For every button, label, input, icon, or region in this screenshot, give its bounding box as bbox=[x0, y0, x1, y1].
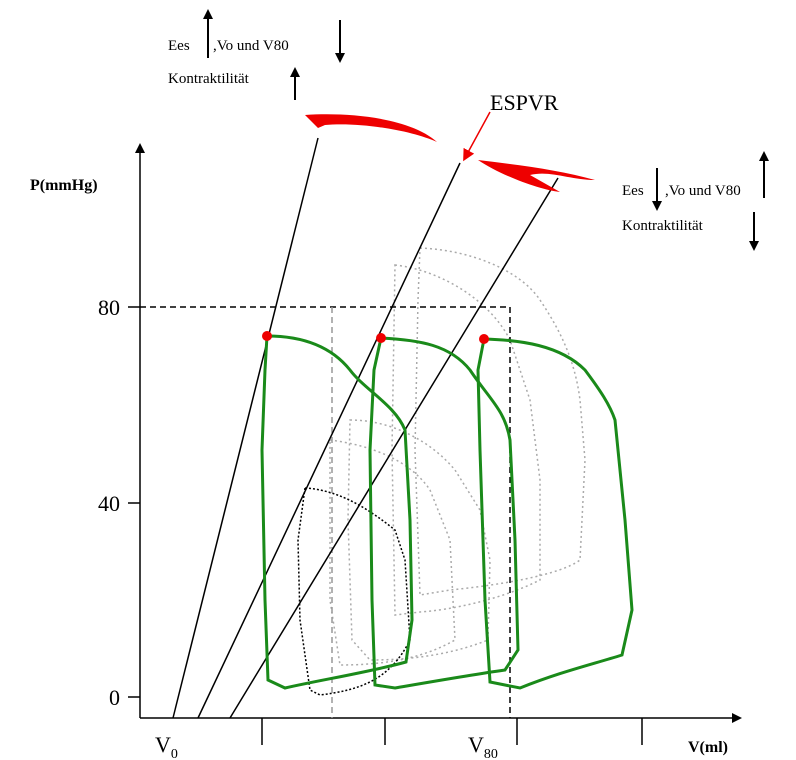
annotation-text: ,Vo und V80 bbox=[213, 38, 289, 54]
annotation-text: Ees bbox=[168, 38, 190, 54]
annotation-text: Kontraktilität bbox=[622, 218, 704, 234]
swoosh-right bbox=[478, 160, 595, 192]
x-label-sub: 80 bbox=[484, 747, 498, 760]
espvr-label: ESPVR bbox=[490, 90, 559, 115]
y-tick-label: 40 bbox=[98, 491, 120, 516]
end-systolic-points bbox=[262, 331, 489, 344]
espvr-lines bbox=[172, 137, 559, 719]
tick-marks bbox=[128, 306, 643, 745]
x-label: V0 bbox=[155, 732, 178, 760]
y-axis-label: P(mmHg) bbox=[30, 177, 98, 194]
swoosh-left bbox=[305, 114, 437, 142]
annotation-text: Kontraktilität bbox=[168, 71, 250, 87]
dashed-lines bbox=[140, 306, 511, 718]
y-tick-label: 0 bbox=[109, 685, 120, 710]
x-axis-label: V(ml) bbox=[688, 739, 728, 756]
pv-loops bbox=[260, 334, 634, 690]
grey-loops bbox=[329, 247, 586, 666]
annotation-text: ,Vo und V80 bbox=[665, 183, 741, 199]
y-tick-label: 80 bbox=[98, 295, 120, 320]
annotation-text: Ees bbox=[622, 183, 644, 199]
x-label-sub: 0 bbox=[171, 747, 178, 760]
x-label-main: V bbox=[155, 732, 171, 757]
espvr-arrow bbox=[463, 111, 491, 162]
x-label: V80 bbox=[468, 732, 498, 760]
x-label-main: V bbox=[468, 732, 484, 757]
annotation-arrows bbox=[203, 9, 769, 251]
